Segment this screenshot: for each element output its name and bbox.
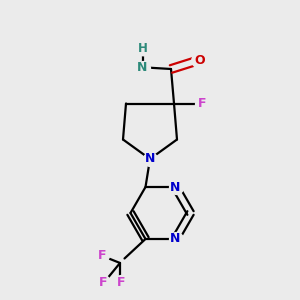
- Text: H: H: [138, 42, 147, 56]
- Text: N: N: [170, 232, 181, 245]
- Text: O: O: [194, 53, 205, 67]
- Text: N: N: [137, 61, 148, 74]
- Text: F: F: [117, 276, 126, 289]
- Text: F: F: [99, 276, 108, 289]
- Text: F: F: [198, 97, 207, 110]
- Text: F: F: [98, 249, 106, 262]
- Text: N: N: [170, 181, 181, 194]
- Text: N: N: [145, 152, 155, 166]
